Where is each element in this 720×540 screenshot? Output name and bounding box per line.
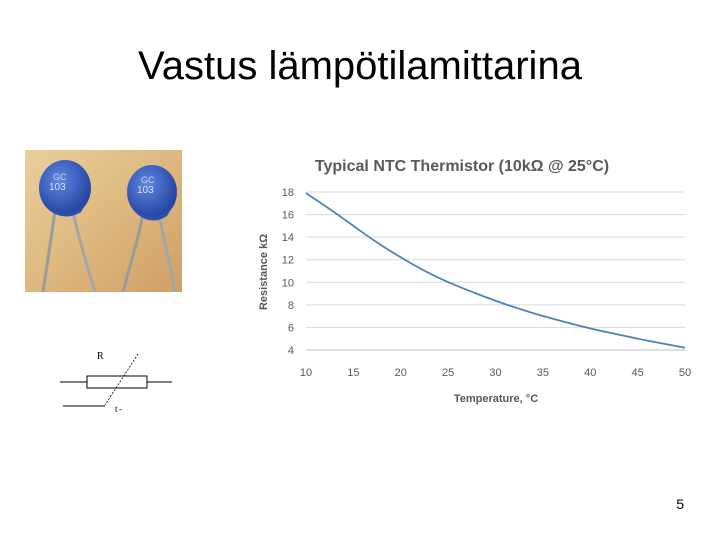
y-tick-label: 16 [282, 210, 294, 222]
y-tick-label: 8 [288, 300, 294, 312]
x-tick-label: 25 [442, 367, 454, 379]
y-tick-label: 4 [288, 345, 294, 357]
x-tick-label: 35 [537, 367, 549, 379]
y-tick-label: 10 [282, 277, 294, 289]
y-tick-label: 18 [282, 187, 294, 199]
x-tick-label: 30 [489, 367, 501, 379]
temperature-sign: - [119, 404, 122, 414]
slide-title: Vastus lämpötilamittarina [138, 44, 582, 88]
x-axis-label: Temperature, °C [454, 393, 538, 405]
svg-text:GC: GC [53, 172, 67, 182]
ntc-chart: Typical NTC Thermistor (10kΩ @ 25°C) 4 6 8… [252, 148, 712, 410]
grid [306, 191, 685, 351]
resistor-label: R [97, 351, 104, 362]
marking-2: 103 [137, 185, 154, 196]
y-tick-label: 14 [282, 232, 294, 244]
x-tick-label: 50 [679, 367, 691, 379]
temperature-label: t [115, 404, 118, 414]
series-line [305, 192, 686, 349]
x-tick-label: 40 [584, 367, 596, 379]
chart-title: Typical NTC Thermistor (10kΩ @ 25°C) [315, 158, 609, 175]
y-tick-label: 12 [282, 255, 294, 267]
page-number: 5 [676, 496, 684, 512]
thermistor-photo: GC 103 GC 103 [25, 150, 182, 292]
y-axis-ticks: 4 6 8 10 12 14 16 18 [282, 187, 294, 357]
y-tick-label: 6 [288, 322, 294, 334]
svg-text:GC: GC [141, 175, 155, 185]
y-axis-label: Resistance kΩ [258, 234, 270, 310]
thermistor-symbol: R t - [55, 345, 185, 425]
x-tick-label: 10 [300, 367, 312, 379]
x-tick-label: 20 [395, 367, 407, 379]
x-tick-label: 45 [632, 367, 644, 379]
marking-1: 103 [49, 182, 66, 193]
x-tick-label: 15 [347, 367, 359, 379]
x-axis-ticks: 10 15 20 25 30 35 40 45 50 [300, 367, 691, 379]
